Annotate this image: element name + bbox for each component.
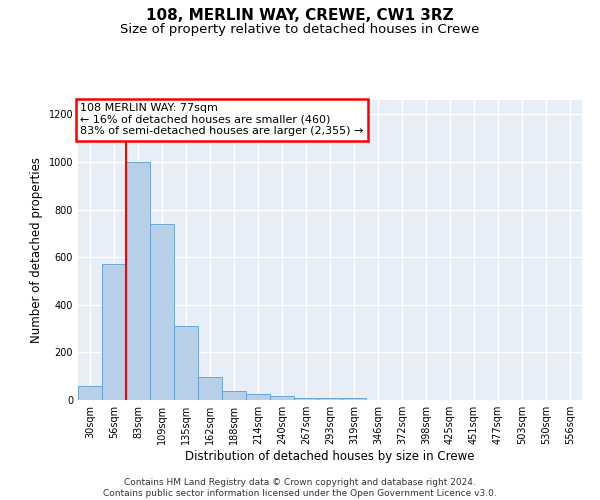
Bar [150,224,174,400]
Bar [294,398,318,400]
Bar [78,386,102,400]
Y-axis label: Number of detached properties: Number of detached properties [30,157,43,343]
Bar [102,264,126,400]
Text: Contains HM Land Registry data © Crown copyright and database right 2024.
Contai: Contains HM Land Registry data © Crown c… [103,478,497,498]
Bar [246,394,270,400]
Bar [222,391,246,400]
Bar [126,162,150,400]
Text: Size of property relative to detached houses in Crewe: Size of property relative to detached ho… [121,22,479,36]
Bar [174,326,198,400]
X-axis label: Distribution of detached houses by size in Crewe: Distribution of detached houses by size … [185,450,475,463]
Bar [342,398,366,400]
Bar [318,398,342,400]
Text: 108 MERLIN WAY: 77sqm
← 16% of detached houses are smaller (460)
83% of semi-det: 108 MERLIN WAY: 77sqm ← 16% of detached … [80,103,364,136]
Text: 108, MERLIN WAY, CREWE, CW1 3RZ: 108, MERLIN WAY, CREWE, CW1 3RZ [146,8,454,22]
Bar [198,378,222,400]
Bar [270,396,294,400]
